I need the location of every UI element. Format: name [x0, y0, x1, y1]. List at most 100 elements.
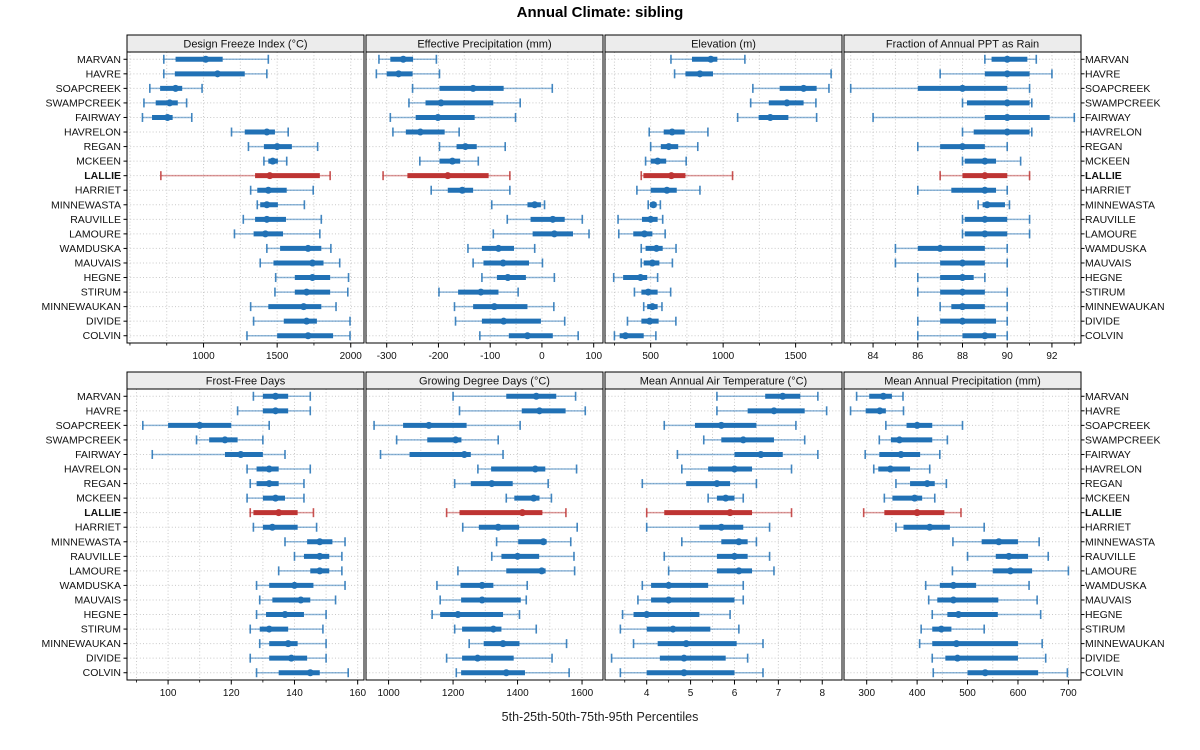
- median-dot: [926, 523, 934, 531]
- whisker-row-divide: [916, 316, 1009, 326]
- median-dot: [739, 436, 747, 444]
- station-label-right: HAVRELON: [1085, 127, 1142, 139]
- station-label-right: MAUVAIS: [1085, 594, 1131, 606]
- median-dot: [936, 244, 944, 252]
- median-dot: [959, 259, 966, 267]
- panel-border: [604, 388, 843, 681]
- station-label-right: MARVAN: [1085, 54, 1129, 66]
- median-dot: [425, 421, 433, 429]
- whisker-row-wamduska: [640, 243, 677, 253]
- median-dot: [304, 332, 312, 340]
- x-axis-tick-label: 6: [732, 688, 738, 699]
- chart-caption: 5th-25th-50th-75th-95th Percentiles: [501, 710, 699, 724]
- whisker-row-lamoure: [667, 566, 775, 576]
- whisker-row-havrelon: [961, 127, 1033, 137]
- whisker-row-hegne: [612, 273, 659, 283]
- median-dot: [535, 407, 543, 415]
- whisker-row-swampcreek: [878, 435, 949, 445]
- median-dot: [530, 494, 538, 502]
- whisker-row-regan: [895, 479, 948, 489]
- median-dot: [959, 143, 966, 151]
- median-dot: [523, 332, 531, 340]
- whisker-row-lallie: [445, 508, 567, 518]
- whisker-row-swampcreek: [408, 98, 522, 108]
- median-dot: [281, 611, 289, 619]
- whisker-row-wamduska: [255, 580, 346, 590]
- whisker-row-havrelon: [477, 464, 578, 474]
- median-dot: [717, 523, 725, 531]
- median-dot: [478, 596, 486, 604]
- station-label-left: FAIRWAY: [75, 112, 121, 124]
- x-axis-tick-label: 600: [1010, 688, 1027, 699]
- whisker-row-fairway: [872, 112, 1076, 122]
- station-label-right: REGAN: [1085, 141, 1122, 153]
- median-dot: [913, 421, 921, 429]
- x-axis-tick-label: 1400: [506, 688, 529, 699]
- station-label-right: DIVIDE: [1085, 653, 1120, 665]
- whisker-row-colvin: [916, 331, 1009, 341]
- chart-title: Annual Climate: sibling: [516, 4, 684, 21]
- panel-border: [365, 51, 604, 344]
- whisker-row-marvan: [452, 391, 577, 401]
- whisker-row-colvin: [613, 331, 657, 341]
- median-dot: [949, 596, 957, 604]
- panel-area: [366, 389, 603, 680]
- median-dot: [953, 654, 961, 662]
- whisker-row-mckeen: [419, 156, 480, 166]
- station-label-left: REGAN: [84, 478, 121, 490]
- whisker-row-wamduska: [467, 243, 536, 253]
- whisker-row-marvan: [855, 391, 904, 401]
- whisker-row-divide: [626, 316, 677, 326]
- median-dot: [461, 143, 469, 151]
- whisker-row-havrelon: [392, 127, 460, 137]
- station-label-left: MINNEWAUKAN: [41, 301, 121, 313]
- whisker-row-mckeen: [505, 493, 553, 503]
- x-axis-tick-label: 1000: [377, 688, 400, 699]
- median-dot: [272, 407, 280, 415]
- whisker-row-rauville: [490, 551, 575, 561]
- whisker-row-harriet: [430, 185, 511, 195]
- panel-area: [844, 389, 1081, 680]
- whisker-row-rauville: [966, 551, 1050, 561]
- median-dot: [297, 596, 305, 604]
- median-dot: [783, 99, 791, 107]
- whisker-row-soapcreek: [373, 420, 521, 430]
- station-label-right: LALLIE: [1085, 507, 1122, 519]
- median-dot: [646, 317, 654, 325]
- median-dot: [303, 288, 311, 296]
- median-dot: [707, 55, 715, 63]
- x-axis-tick-label: 0: [539, 351, 545, 362]
- median-dot: [532, 392, 540, 400]
- whisker-row-soapcreek: [142, 420, 271, 430]
- whisker-row-soapcreek: [849, 83, 1031, 93]
- median-dot: [444, 172, 452, 180]
- station-label-left: LALLIE: [84, 170, 121, 182]
- whisker-row-lallie: [645, 508, 793, 518]
- x-axis-tick-label: 500: [642, 351, 659, 362]
- median-dot: [265, 625, 273, 633]
- median-dot: [981, 215, 989, 223]
- x-axis-tick-label: -200: [428, 351, 448, 362]
- whisker-row-harriet: [895, 522, 985, 532]
- whisker-row-regan: [649, 142, 699, 152]
- station-label-right: SWAMPCREEK: [1085, 434, 1160, 446]
- median-dot: [399, 55, 407, 63]
- whisker-row-stirum: [274, 287, 349, 297]
- median-dot: [959, 84, 966, 92]
- whisker-row-marvan: [252, 391, 312, 401]
- whisker-row-regan: [249, 479, 305, 489]
- x-axis-tick-label: 100: [585, 351, 602, 362]
- median-dot: [667, 172, 675, 180]
- whisker-row-wamduska: [924, 580, 1030, 590]
- median-dot: [303, 317, 311, 325]
- panel-area: [605, 389, 842, 680]
- station-label-right: LAMOURE: [1085, 228, 1137, 240]
- x-axis-tick-label: 1600: [571, 688, 594, 699]
- median-dot: [981, 230, 989, 238]
- station-label-right: MCKEEN: [1085, 493, 1130, 505]
- whisker-row-harriet: [645, 522, 771, 532]
- median-dot: [911, 494, 919, 502]
- x-axis-tick-label: 500: [959, 688, 976, 699]
- median-dot: [549, 215, 557, 223]
- median-dot: [539, 538, 547, 546]
